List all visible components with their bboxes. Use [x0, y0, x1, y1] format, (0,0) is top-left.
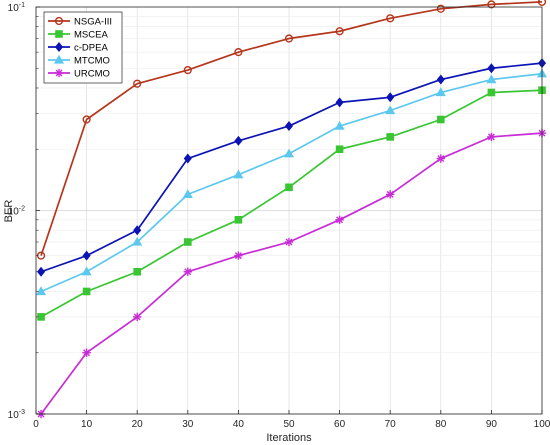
data-point-nsga-iii [234, 48, 243, 57]
data-point-mtcmo [182, 189, 193, 199]
data-point-nsga-iii [487, 0, 496, 9]
legend-label: c-DPEA [74, 43, 108, 54]
data-point-mtcmo [435, 87, 446, 97]
data-point-c-dpea [133, 225, 142, 236]
legend-marker-icon [53, 54, 65, 64]
data-point-mtcmo [385, 105, 396, 115]
data-point-c-dpea [37, 266, 46, 277]
data-point-mscea [285, 183, 293, 192]
star-arm [285, 238, 293, 246]
x-tick-label: 0 [33, 419, 39, 430]
x-tick-label: 10 [81, 419, 93, 430]
x-tick-label: 50 [283, 419, 295, 430]
data-point-urcmo [133, 312, 142, 322]
star-arm [234, 252, 242, 260]
y-axis-label: BER [3, 200, 15, 223]
data-point-mscea [184, 238, 192, 246]
data-point-nsga-iii [537, 0, 547, 6]
x-tick-label: 20 [132, 419, 144, 430]
legend-label: NSGA-III [74, 17, 112, 28]
legend-marker-icon [54, 68, 64, 78]
data-point-c-dpea [284, 121, 294, 132]
legend-label: MTCMO [74, 56, 110, 67]
data-point-mscea [133, 267, 141, 276]
data-point-mscea [234, 216, 243, 224]
legend-label: MSCEA [74, 30, 108, 41]
star-arm [133, 313, 141, 321]
legend-item-nsga-iii: NSGA-III [48, 17, 112, 28]
data-point-mtcmo [81, 266, 92, 276]
data-point-urcmo [183, 267, 192, 276]
data-point-urcmo [335, 215, 344, 225]
legend-item-mscea: MSCEA [48, 30, 108, 41]
legend-marker-icon [54, 42, 64, 52]
y-tick-label: 10-3 [8, 409, 25, 421]
x-tick-label: 80 [435, 419, 447, 430]
data-point-nsga-iii [183, 65, 192, 75]
data-point-mtcmo [283, 148, 295, 158]
data-point-c-dpea [386, 92, 395, 103]
data-point-c-dpea [234, 135, 243, 146]
data-point-nsga-iii [284, 34, 294, 43]
legend: NSGA-III MSCEA c-DPEA MTCMO URCMO [43, 11, 123, 84]
legend-item-mtcmo: MTCMO [48, 54, 110, 67]
data-point-urcmo [386, 190, 395, 199]
legend-marker-icon [55, 30, 63, 38]
x-tick-label: 90 [486, 419, 498, 430]
data-point-nsga-iii [82, 115, 91, 124]
star-arm [184, 268, 192, 276]
x-tick-label: 70 [385, 419, 397, 430]
series-layer [35, 0, 548, 419]
series-c-dpea [37, 58, 547, 277]
data-point-mscea [82, 287, 91, 296]
x-axis: 0 10 20 30 40 50 60 70 80 90 100 [33, 410, 550, 430]
legend-item-urcmo: URCMO [48, 69, 110, 80]
data-point-nsga-iii [133, 79, 142, 88]
data-point-nsga-iii [436, 4, 445, 13]
data-point-c-dpea [183, 153, 192, 164]
star-arm [336, 216, 344, 224]
legend-label: URCMO [74, 69, 110, 80]
data-point-mtcmo [334, 120, 345, 130]
x-axis-label: Iterations [266, 432, 312, 444]
data-point-mscea [437, 115, 445, 124]
x-tick-label: 60 [334, 419, 346, 430]
y-tick-label: 10-1 [8, 2, 25, 14]
data-point-mtcmo [132, 236, 143, 246]
data-point-nsga-iii [386, 14, 395, 23]
series-mtcmo [35, 68, 548, 296]
data-point-mtcmo [233, 169, 244, 179]
star-arm [83, 349, 91, 357]
star-arm [55, 69, 63, 77]
data-point-mscea [386, 133, 394, 141]
y-tick-label: 10-2 [8, 206, 25, 218]
star-arm [487, 133, 495, 141]
data-point-c-dpea [436, 74, 445, 85]
data-point-c-dpea [335, 97, 344, 108]
data-point-mscea [37, 313, 45, 321]
data-point-mscea [487, 88, 496, 97]
series-mscea [37, 86, 546, 321]
x-tick-label: 30 [182, 419, 194, 430]
data-point-urcmo [436, 154, 445, 163]
legend-marker-icon [54, 16, 64, 26]
y-axis: 10-3 10-2 10-1 [8, 2, 40, 421]
series-urcmo [36, 128, 547, 419]
x-tick-label: 100 [534, 419, 550, 430]
data-point-urcmo [234, 251, 243, 260]
data-point-mscea [335, 145, 344, 154]
star-arm [437, 155, 445, 163]
x-tick-label: 40 [233, 419, 245, 430]
data-point-nsga-iii [335, 27, 344, 36]
data-point-mtcmo [486, 74, 497, 84]
data-point-c-dpea [487, 63, 496, 74]
data-point-urcmo [82, 348, 91, 357]
data-point-c-dpea [82, 250, 91, 261]
data-point-urcmo [284, 237, 294, 247]
star-arm [386, 190, 394, 198]
data-point-mtcmo [35, 286, 47, 296]
legend-item-c-dpea: c-DPEA [48, 42, 108, 54]
data-point-urcmo [487, 132, 496, 142]
